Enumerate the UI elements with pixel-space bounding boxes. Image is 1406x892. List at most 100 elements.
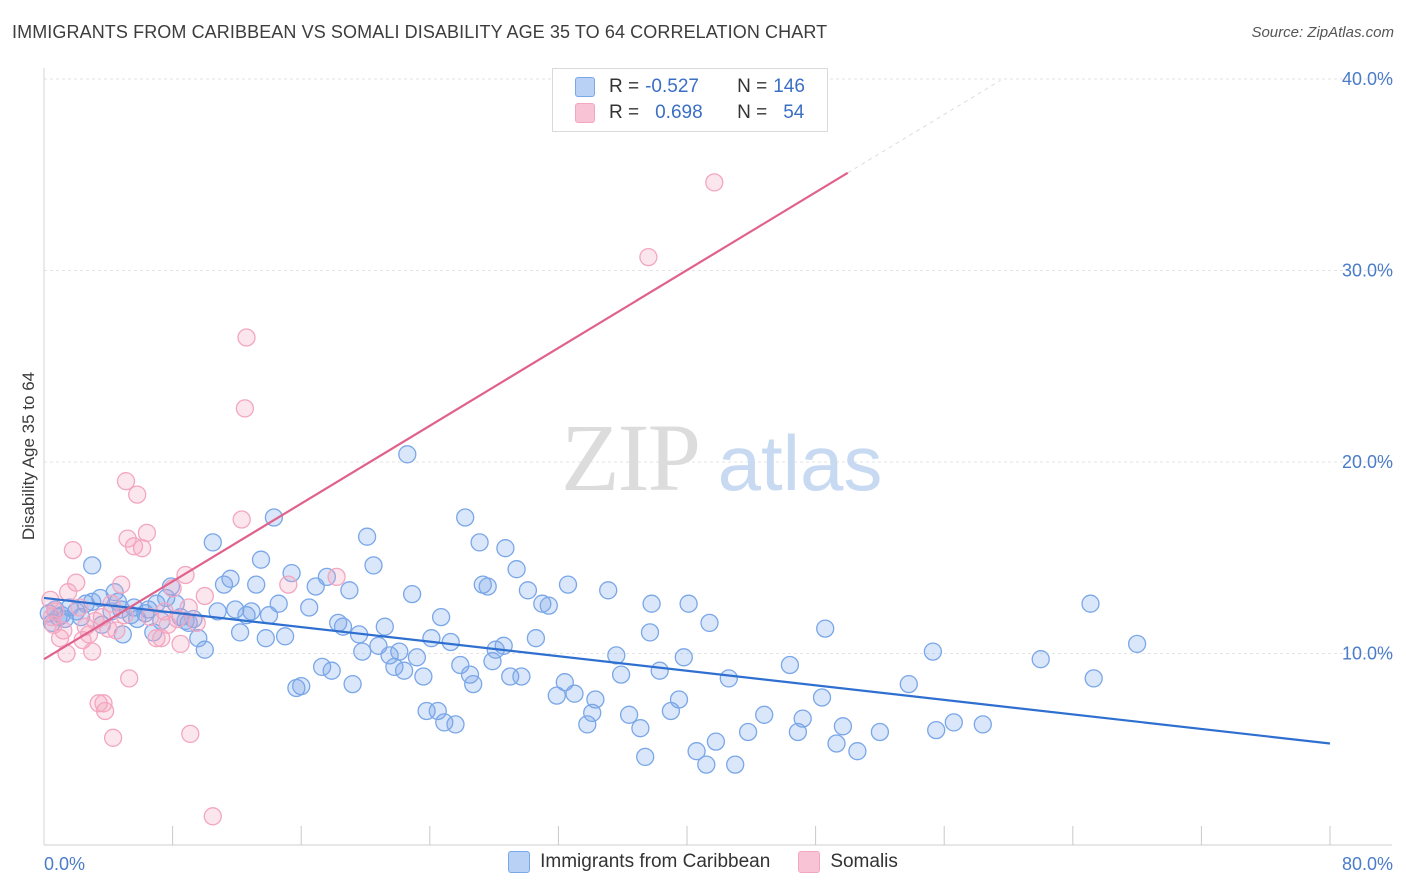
data-point-somalis [705, 173, 724, 192]
data-point-caribbean [507, 560, 526, 579]
data-point-somalis [120, 669, 139, 688]
data-point-somalis [232, 510, 251, 529]
source-label: Source: ZipAtlas.com [1251, 24, 1394, 41]
series-legend: Immigrants from Caribbean Somalis [0, 851, 1406, 873]
data-point-somalis [279, 575, 298, 594]
data-point-caribbean [470, 533, 489, 552]
data-point-somalis [128, 485, 147, 504]
data-point-caribbean [586, 690, 605, 709]
data-point-caribbean [674, 648, 693, 667]
data-point-caribbean [292, 676, 311, 696]
data-point-caribbean [726, 755, 745, 774]
data-point-caribbean [599, 581, 618, 600]
data-point-somalis [54, 621, 73, 640]
y-tick-label: 40.0% [1342, 69, 1393, 89]
y-tick-label: 30.0% [1342, 261, 1393, 281]
data-point-caribbean [697, 755, 716, 774]
data-point-somalis [132, 539, 152, 558]
data-point-caribbean [1127, 634, 1147, 654]
data-point-somalis [327, 567, 346, 587]
data-point-caribbean [282, 563, 301, 583]
data-point-caribbean [833, 717, 853, 736]
data-point-caribbean [1031, 650, 1050, 669]
data-point-caribbean [256, 629, 275, 648]
data-point-caribbean [157, 588, 176, 608]
data-point-somalis [147, 629, 166, 648]
data-point-somalis [67, 573, 86, 592]
x-tick-label: 0.0% [44, 854, 85, 874]
data-point-caribbean [1081, 594, 1100, 613]
data-point-caribbean [446, 715, 465, 734]
watermark: ZIP atlas [561, 404, 882, 511]
data-point-caribbean [394, 661, 414, 680]
data-point-caribbean [353, 642, 372, 661]
grid-lines [44, 78, 1392, 654]
legend-label-somalis: Somalis [830, 851, 898, 872]
legend-swatch-caribbean [575, 77, 595, 97]
data-point-caribbean [927, 720, 946, 740]
data-point-caribbean [848, 742, 867, 761]
data-point-caribbean [456, 508, 475, 527]
data-point-caribbean [650, 661, 669, 680]
data-point-caribbean [414, 667, 433, 686]
correlation-legend: R = -0.527 N = 146 R = 0.698 N = 54 [552, 68, 828, 132]
data-point-somalis [171, 634, 190, 654]
data-point-somalis [112, 575, 131, 594]
watermark-zip: ZIP [561, 404, 699, 511]
data-point-caribbean [533, 594, 552, 613]
data-point-caribbean [539, 596, 558, 615]
data-point-caribbean [793, 709, 812, 728]
data-point-caribbean [221, 569, 240, 588]
data-point-somalis [179, 598, 198, 617]
data-point-somalis [95, 701, 115, 721]
data-point-somalis [103, 728, 123, 747]
data-point-somalis [158, 615, 177, 634]
data-point-somalis [237, 328, 256, 347]
data-point-caribbean [195, 640, 214, 659]
data-point-caribbean [407, 648, 427, 667]
trend-line-extension [847, 79, 1001, 174]
legend-item-caribbean: Immigrants from Caribbean [508, 851, 770, 873]
data-point-caribbean [719, 669, 738, 688]
data-point-caribbean [322, 661, 341, 680]
data-point-somalis [116, 472, 136, 491]
data-point-caribbean [619, 705, 639, 724]
data-point-caribbean [340, 581, 359, 600]
axes [43, 68, 1392, 846]
data-point-caribbean [788, 722, 808, 742]
data-point-somalis [203, 807, 222, 826]
data-point-caribbean [375, 617, 394, 636]
data-point-caribbean [402, 584, 422, 604]
data-point-caribbean [870, 722, 890, 742]
data-point-caribbean [189, 629, 208, 648]
data-point-caribbean [451, 655, 470, 675]
trend-lines [43, 79, 1331, 745]
legend-r-value: -0.527 [645, 76, 699, 97]
data-point-caribbean [923, 642, 943, 661]
data-point-somalis [168, 609, 187, 629]
data-point-caribbean [428, 701, 447, 721]
x-tick-label: 80.0% [1342, 854, 1393, 874]
data-point-caribbean [827, 734, 846, 753]
data-point-somalis [57, 644, 76, 663]
data-point-caribbean [899, 674, 918, 694]
data-point-caribbean [669, 690, 689, 709]
data-point-caribbean [816, 619, 835, 638]
watermark-atlas: atlas [718, 419, 883, 507]
legend-n-label: N = [737, 102, 768, 123]
data-point-caribbean [247, 575, 266, 594]
legend-n-value: 54 [783, 102, 805, 123]
trend-line-somalis [43, 171, 849, 661]
data-point-caribbean [312, 657, 332, 677]
data-point-caribbean [611, 665, 631, 684]
data-point-somalis [639, 247, 658, 267]
data-point-caribbean [317, 567, 337, 587]
legend-label-caribbean: Immigrants from Caribbean [540, 851, 771, 872]
data-point-caribbean [496, 539, 515, 558]
legend-item-somalis: Somalis [798, 851, 898, 873]
data-point-somalis [181, 724, 200, 744]
chart-title: IMMIGRANTS FROM CARIBBEAN VS SOMALI DISA… [12, 22, 828, 42]
data-point-caribbean [583, 703, 602, 723]
y-tick-label: 20.0% [1342, 452, 1393, 472]
